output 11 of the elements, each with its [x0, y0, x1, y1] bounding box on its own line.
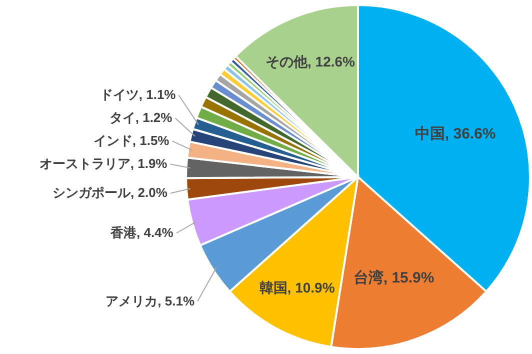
slice-label: タイ, 1.2%: [109, 110, 173, 126]
slice-label: 台湾, 15.9%: [353, 268, 434, 286]
slice-label: アメリカ, 5.1%: [106, 293, 195, 308]
slice-label: インド, 1.5%: [93, 133, 170, 148]
slice-label: オーストラリア, 1.9%: [39, 156, 168, 172]
slice-label: 中国, 36.6%: [414, 125, 496, 142]
slice-label: その他, 12.6%: [266, 54, 356, 70]
slice-label: 韓国, 10.9%: [259, 280, 336, 296]
slice-label: 香港, 4.4%: [109, 225, 174, 240]
slice-label: シンガポール, 2.0%: [52, 185, 168, 200]
slice-label: ドイツ, 1.1%: [100, 87, 176, 102]
